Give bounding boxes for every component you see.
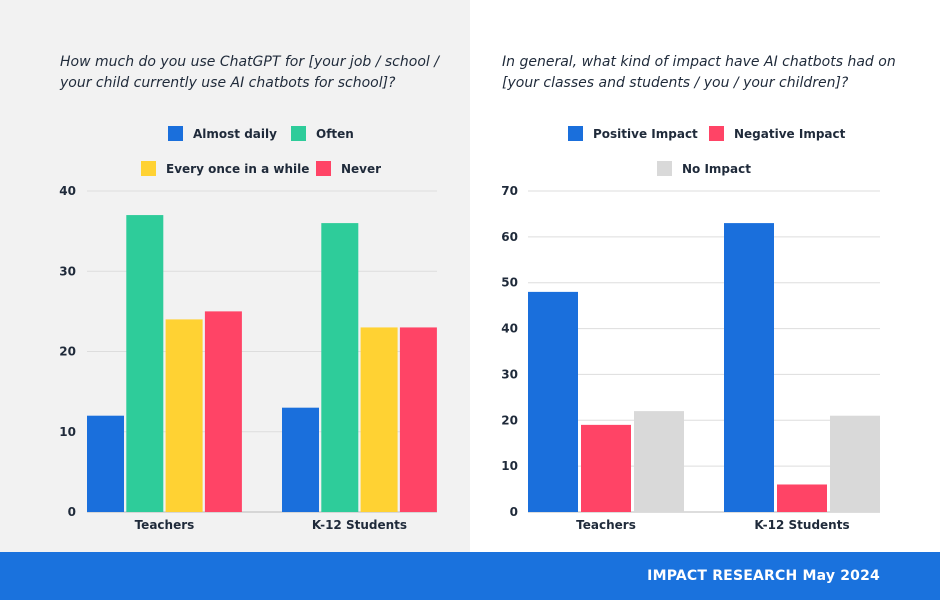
chart-2-title: In general, what kind of impact have AI … <box>502 54 896 91</box>
chart2-bar-negative-impact-0 <box>581 424 631 512</box>
chart1-bar-often-0 <box>126 215 164 512</box>
chart2-bar-negative-impact-1 <box>777 484 827 512</box>
legend-label: No Impact <box>682 161 751 176</box>
chart2-ytick-label: 50 <box>501 276 518 290</box>
legend-often: Often <box>291 126 354 141</box>
legend-label: Every once in a while <box>166 161 310 176</box>
chart1-ytick-label: 20 <box>59 345 76 359</box>
chart2-ytick-label: 20 <box>501 413 518 427</box>
legend-no-impact: No Impact <box>657 161 751 176</box>
legend-swatch-almost-daily <box>168 126 183 141</box>
chart-2-impact: 0 10 20 30 40 50 60 70 Teachers K-12 Students <box>501 184 880 532</box>
legend-swatch-every-once <box>141 161 156 176</box>
chart-1-title: How much do you use ChatGPT for [your jo… <box>60 54 439 91</box>
chart2-ytick-label: 70 <box>501 184 518 198</box>
chart1-bar-never-1 <box>399 327 437 512</box>
legend-label: Positive Impact <box>593 126 698 141</box>
chart1-bar-almost-daily-1 <box>282 407 319 512</box>
chart2-bar-positive-impact-0 <box>528 291 578 512</box>
chart1-bar-every-once-in-a-while-1 <box>360 327 398 512</box>
chart2-ytick-label: 10 <box>501 459 518 473</box>
chart2-ytick-label: 40 <box>501 322 518 336</box>
legend-positive-impact: Positive Impact <box>568 126 698 141</box>
legend-almost-daily: Almost daily <box>168 126 277 141</box>
chart1-ytick-label: 0 <box>68 505 76 519</box>
chart1-ytick-label: 10 <box>59 425 76 439</box>
legend-swatch-never <box>316 161 331 176</box>
legend-swatch-no-impact <box>657 161 672 176</box>
chart-1-usage: 0 10 20 30 40 Teachers K-12 Students <box>59 184 437 532</box>
legend-swatch-positive <box>568 126 583 141</box>
chart2-bar-no-impact-1 <box>830 415 880 512</box>
footer-credit: IMPACT RESEARCH May 2024 <box>647 568 880 584</box>
chart2-category-label: K-12 Students <box>754 518 849 532</box>
legend-swatch-often <box>291 126 306 141</box>
chart2-ytick-label: 0 <box>510 505 518 519</box>
chart1-ytick-label: 30 <box>59 264 76 278</box>
legend-label: Often <box>316 126 354 141</box>
legend-never: Never <box>316 161 381 176</box>
chart1-category-label: K-12 Students <box>312 518 407 532</box>
chart1-ytick-label: 40 <box>59 184 76 198</box>
footer-bar: IMPACT RESEARCH May 2024 <box>0 552 940 600</box>
chart1-bar-often-1 <box>321 223 359 512</box>
legend-label: Never <box>341 161 382 176</box>
chart2-ytick-label: 30 <box>501 367 518 381</box>
chart1-bar-never-0 <box>204 311 242 512</box>
chart2-ytick-label: 60 <box>501 230 518 244</box>
chart2-category-label: Teachers <box>576 518 636 532</box>
chart1-bar-almost-daily-0 <box>87 415 124 512</box>
chart1-category-label: Teachers <box>135 518 195 532</box>
chart2-bar-no-impact-0 <box>634 411 684 512</box>
legend-swatch-negative <box>709 126 724 141</box>
legend-label: Negative Impact <box>734 126 846 141</box>
chart2-bar-positive-impact-1 <box>724 223 774 512</box>
legend-negative-impact: Negative Impact <box>709 126 845 141</box>
legend-label: Almost daily <box>193 126 277 141</box>
legend-every-once: Every once in a while <box>141 161 309 176</box>
chart1-bar-every-once-in-a-while-0 <box>165 319 203 512</box>
